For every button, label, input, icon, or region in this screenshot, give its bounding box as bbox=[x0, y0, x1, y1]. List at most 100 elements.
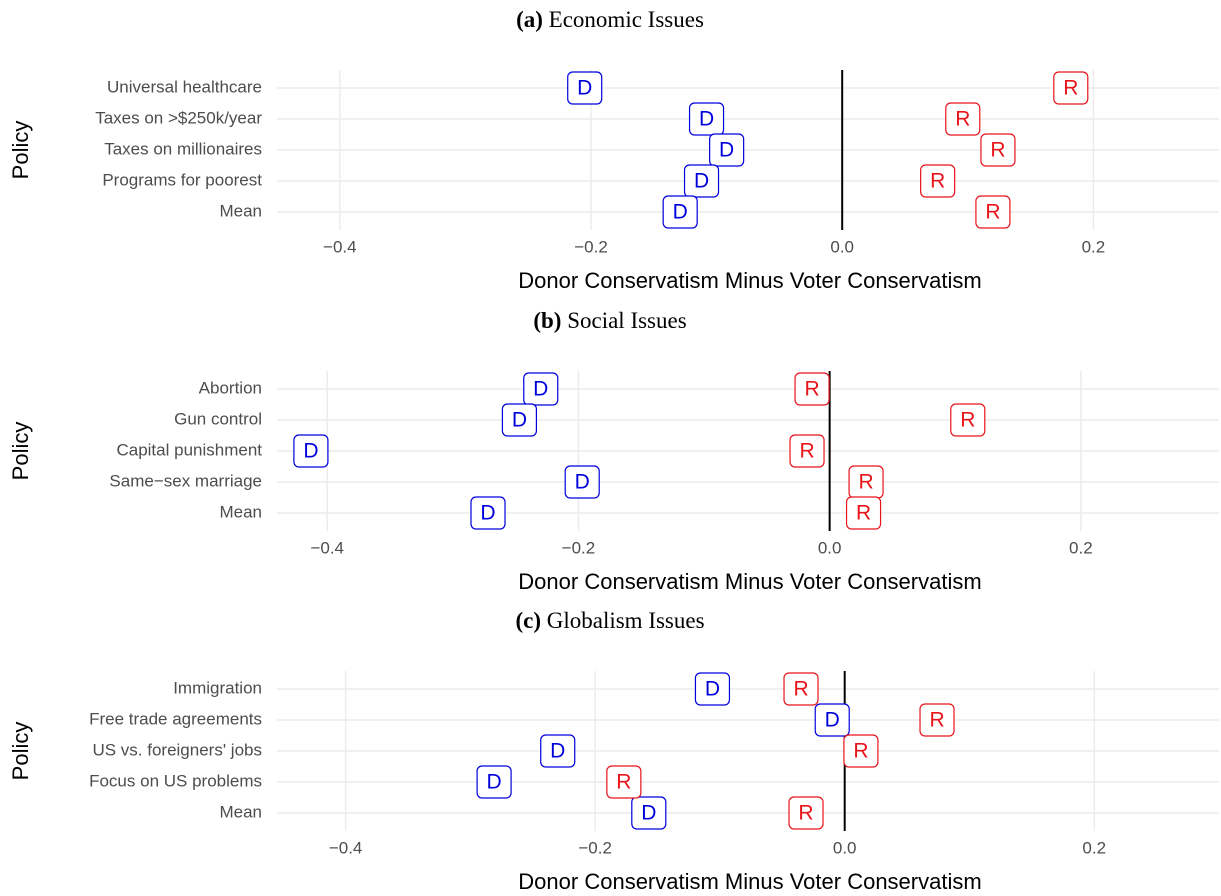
y-tick-label: Same−sex marriage bbox=[109, 471, 262, 490]
x-tick-label: 0.2 bbox=[1082, 838, 1106, 857]
point-letter: R bbox=[929, 709, 944, 732]
y-tick-label: Gun control bbox=[174, 409, 262, 428]
point-letter: D bbox=[719, 139, 734, 162]
point-letter: R bbox=[799, 440, 814, 463]
x-tick-label: −0.4 bbox=[329, 838, 363, 857]
point-box bbox=[476, 765, 512, 799]
point-label: R bbox=[950, 403, 986, 437]
y-tick-label: Programs for poorest bbox=[102, 170, 262, 189]
point-letter: D bbox=[512, 409, 527, 432]
point-box bbox=[789, 434, 825, 468]
point-label: D bbox=[540, 734, 576, 768]
x-axis-label: Donor Conservatism Minus Voter Conservat… bbox=[518, 268, 981, 293]
point-label: D bbox=[564, 465, 600, 499]
point-letter: D bbox=[303, 440, 318, 463]
point-box bbox=[501, 403, 538, 437]
point-box bbox=[919, 703, 955, 737]
point-box bbox=[567, 71, 603, 105]
point-label: D bbox=[501, 403, 538, 437]
point-box bbox=[688, 102, 725, 136]
y-tick-label: US vs. foreigners' jobs bbox=[92, 740, 262, 759]
y-tick-label: Mean bbox=[219, 802, 262, 821]
point-box bbox=[920, 164, 956, 198]
point-letter: R bbox=[856, 502, 871, 525]
point-box bbox=[1053, 71, 1089, 105]
point-label: D bbox=[567, 71, 603, 105]
point-box bbox=[980, 133, 1016, 167]
point-letter: D bbox=[825, 709, 840, 732]
panel-title-text: Social Issues bbox=[567, 308, 687, 333]
point-box bbox=[662, 195, 698, 229]
point-box bbox=[540, 734, 576, 768]
point-label: D bbox=[470, 496, 506, 530]
point-letter: D bbox=[575, 471, 590, 494]
point-box bbox=[470, 496, 506, 530]
y-tick-label: Abortion bbox=[199, 378, 262, 397]
point-box bbox=[794, 372, 830, 406]
point-letter: R bbox=[853, 740, 868, 763]
panel-tag: (a) bbox=[516, 7, 543, 32]
point-letter: R bbox=[804, 378, 819, 401]
y-tick-label: Taxes on >$250k/year bbox=[95, 108, 262, 127]
point-letter: D bbox=[533, 378, 548, 401]
point-box bbox=[975, 195, 1011, 229]
y-axis-label: Policy bbox=[8, 422, 33, 481]
y-axis-label: Policy bbox=[8, 722, 33, 781]
y-tick-label: Universal healthcare bbox=[107, 77, 262, 96]
point-box bbox=[683, 164, 720, 198]
point-letter: D bbox=[487, 771, 502, 794]
panel-tag: (b) bbox=[533, 308, 561, 333]
point-letter: R bbox=[985, 201, 1000, 224]
x-tick-label: −0.4 bbox=[310, 538, 344, 557]
panel-title: (c) Globalism Issues bbox=[515, 608, 704, 633]
y-tick-label: Mean bbox=[219, 201, 262, 220]
panel-title-text: Globalism Issues bbox=[547, 608, 705, 633]
point-label: D bbox=[476, 765, 512, 799]
point-letter: D bbox=[694, 170, 709, 193]
x-tick-label: 0.0 bbox=[833, 838, 857, 857]
y-tick-label: Free trade agreements bbox=[89, 709, 262, 728]
point-letter: D bbox=[699, 108, 714, 131]
point-box bbox=[945, 102, 981, 136]
point-letter: D bbox=[577, 77, 592, 100]
panel-title: (b) Social Issues bbox=[533, 308, 686, 333]
point-label: R bbox=[848, 465, 884, 499]
point-label: D bbox=[709, 133, 745, 167]
point-label: R bbox=[788, 796, 824, 830]
point-letter: R bbox=[955, 108, 970, 131]
point-letter: R bbox=[858, 471, 873, 494]
point-label: R bbox=[1053, 71, 1089, 105]
x-tick-label: 0.0 bbox=[830, 237, 854, 256]
point-label: R bbox=[606, 765, 642, 799]
point-label: D bbox=[683, 164, 720, 198]
y-tick-label: Capital punishment bbox=[116, 440, 262, 459]
point-box bbox=[293, 434, 329, 468]
point-box bbox=[843, 734, 879, 768]
point-label: R bbox=[843, 734, 879, 768]
point-letter: D bbox=[641, 802, 656, 825]
point-letter: D bbox=[673, 201, 688, 224]
point-letter: R bbox=[793, 678, 808, 701]
panel-title: (a) Economic Issues bbox=[516, 7, 704, 32]
panel-title-text: Economic Issues bbox=[549, 7, 704, 32]
point-label: R bbox=[920, 164, 956, 198]
point-label: D bbox=[293, 434, 329, 468]
x-tick-label: −0.4 bbox=[323, 237, 357, 256]
x-tick-label: −0.2 bbox=[578, 838, 612, 857]
y-tick-label: Mean bbox=[219, 502, 262, 521]
point-box bbox=[631, 796, 667, 830]
point-label: R bbox=[845, 496, 882, 530]
x-tick-label: 0.2 bbox=[1082, 237, 1106, 256]
panel-tag: (c) bbox=[515, 608, 541, 633]
x-tick-label: −0.2 bbox=[562, 538, 596, 557]
y-tick-label: Focus on US problems bbox=[89, 771, 262, 790]
x-tick-label: 0.2 bbox=[1069, 538, 1093, 557]
point-letter: D bbox=[550, 740, 565, 763]
point-label: R bbox=[789, 434, 825, 468]
x-axis-label: Donor Conservatism Minus Voter Conservat… bbox=[518, 869, 981, 894]
y-tick-label: Immigration bbox=[173, 678, 262, 697]
point-label: D bbox=[814, 703, 850, 737]
point-box bbox=[709, 133, 745, 167]
point-label: D bbox=[631, 796, 667, 830]
